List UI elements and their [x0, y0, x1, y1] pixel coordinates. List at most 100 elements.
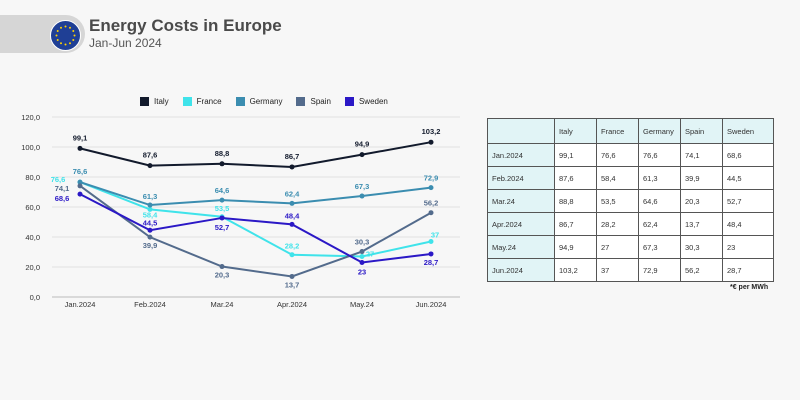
y-tick-label: 20,0	[25, 263, 40, 272]
legend-item-italy: Italy	[140, 97, 169, 106]
table-cell: 61,3	[638, 166, 681, 190]
star-icon	[60, 42, 62, 45]
star-icon	[60, 26, 62, 29]
data-point	[359, 249, 365, 255]
y-tick-label: 120,0	[21, 113, 40, 122]
table-cell: Apr.2024	[487, 212, 555, 236]
data-label: 28,2	[285, 242, 300, 251]
series-line-spain	[79, 185, 432, 278]
table-cell: 94,9	[554, 235, 597, 259]
table-cell: 53,5	[596, 189, 639, 213]
table-row: Apr.2024 86,7 28,2 62,4 13,7 48,4	[487, 212, 774, 236]
unit-note: *€ per MWh	[730, 284, 769, 291]
data-point	[359, 193, 365, 199]
data-label: 74,1	[55, 184, 70, 193]
data-label: 87,6	[143, 151, 158, 160]
data-table: Italy France Germany Spain Sweden Jan.2024 99,…	[487, 118, 774, 282]
data-label: 30,3	[355, 238, 370, 247]
data-point	[428, 139, 434, 145]
y-tick-label: 0,0	[30, 293, 40, 302]
data-point	[77, 183, 83, 189]
x-tick-label: May.24	[350, 300, 374, 309]
star-icon	[56, 39, 59, 41]
data-label: 20,3	[215, 271, 230, 280]
y-tick-label: 60,0	[25, 203, 40, 212]
legend-item-germany: Germany	[235, 97, 283, 106]
data-point	[219, 264, 225, 270]
table-cell: 27	[596, 235, 639, 259]
data-point	[147, 202, 153, 208]
data-point	[147, 206, 153, 212]
data-label: 94,9	[355, 140, 370, 149]
page-subtitle: Jan-Jun 2024	[89, 36, 162, 50]
data-point	[359, 260, 365, 265]
table-cell: Feb.2024	[487, 166, 555, 190]
data-label: 39,9	[143, 241, 158, 250]
legend-label: Germany	[249, 97, 283, 106]
data-label: 52,7	[215, 223, 230, 232]
legend-item-sweden: Sweden	[344, 97, 388, 106]
table-row: Mar.24 88,8 53,5 64,6 20,3 52,7	[487, 189, 774, 213]
series-line-italy	[79, 141, 432, 168]
table-cell: 87,6	[554, 166, 597, 190]
table-cell: 86,7	[554, 212, 597, 236]
data-point	[219, 161, 225, 167]
table-cell: 52,7	[722, 189, 774, 213]
legend-swatch	[182, 97, 192, 106]
data-label: 72,9	[424, 174, 439, 183]
data-label: 58,4	[143, 210, 158, 219]
table-row: Jan.2024 99,1 76,6 76,6 74,1 68,6	[487, 143, 774, 167]
legend-swatch	[235, 97, 245, 106]
data-point	[289, 200, 295, 206]
star-icon	[69, 26, 71, 29]
data-point	[428, 210, 434, 216]
series-line-germany	[79, 181, 432, 207]
data-point	[219, 197, 225, 203]
table-row: May.24 94,9 27 67,3 30,3 23	[487, 235, 774, 259]
data-label: 76,6	[51, 175, 66, 184]
legend-item-spain: Spain	[296, 97, 331, 106]
x-tick-label: Feb.2024	[134, 300, 166, 309]
data-point	[77, 145, 83, 151]
data-point	[359, 254, 365, 259]
table-row: Jun.2024 103,2 37 72,9 56,2 28,7	[487, 258, 774, 282]
table-cell: 62,4	[638, 212, 681, 236]
table-cell: 76,6	[596, 143, 639, 167]
table-cell: 13,7	[680, 212, 723, 236]
x-tick-label: Apr.2024	[277, 300, 307, 309]
table-header-row: Italy France Germany Spain Sweden	[487, 118, 774, 144]
y-tick-label: 100,0	[21, 143, 40, 152]
legend-item-france: France	[182, 97, 222, 106]
table-cell: 20,3	[680, 189, 723, 213]
data-point	[219, 215, 225, 221]
table-cell: Jun.2024	[487, 258, 555, 282]
data-label: 88,8	[215, 149, 230, 158]
star-icon	[72, 39, 75, 41]
data-point	[289, 273, 295, 279]
data-point	[147, 163, 153, 169]
data-label: 76,6	[73, 167, 88, 176]
data-point	[289, 252, 295, 258]
table-cell: Spain	[680, 118, 723, 144]
data-label: 13,7	[285, 280, 300, 289]
data-label: 27	[366, 250, 374, 259]
data-point	[77, 179, 83, 185]
table-cell: 99,1	[554, 143, 597, 167]
data-label: 61,3	[143, 192, 158, 201]
star-icon	[64, 25, 67, 28]
data-label: 68,6	[55, 194, 70, 203]
table-cell: 39,9	[680, 166, 723, 190]
chart-legend: Italy France Germany Spain Sweden	[140, 97, 388, 106]
data-point	[428, 251, 434, 257]
star-icon	[55, 34, 58, 37]
data-point	[428, 239, 434, 244]
y-tick-label: 80,0	[25, 173, 40, 182]
data-label: 37	[431, 231, 439, 240]
table-cell: Germany	[638, 118, 681, 144]
table-cell: 23	[722, 235, 774, 259]
table-cell: 44,5	[722, 166, 774, 190]
star-icon	[56, 30, 59, 32]
data-point	[147, 227, 153, 233]
data-label: 99,1	[73, 133, 88, 142]
table-cell: May.24	[487, 235, 555, 259]
